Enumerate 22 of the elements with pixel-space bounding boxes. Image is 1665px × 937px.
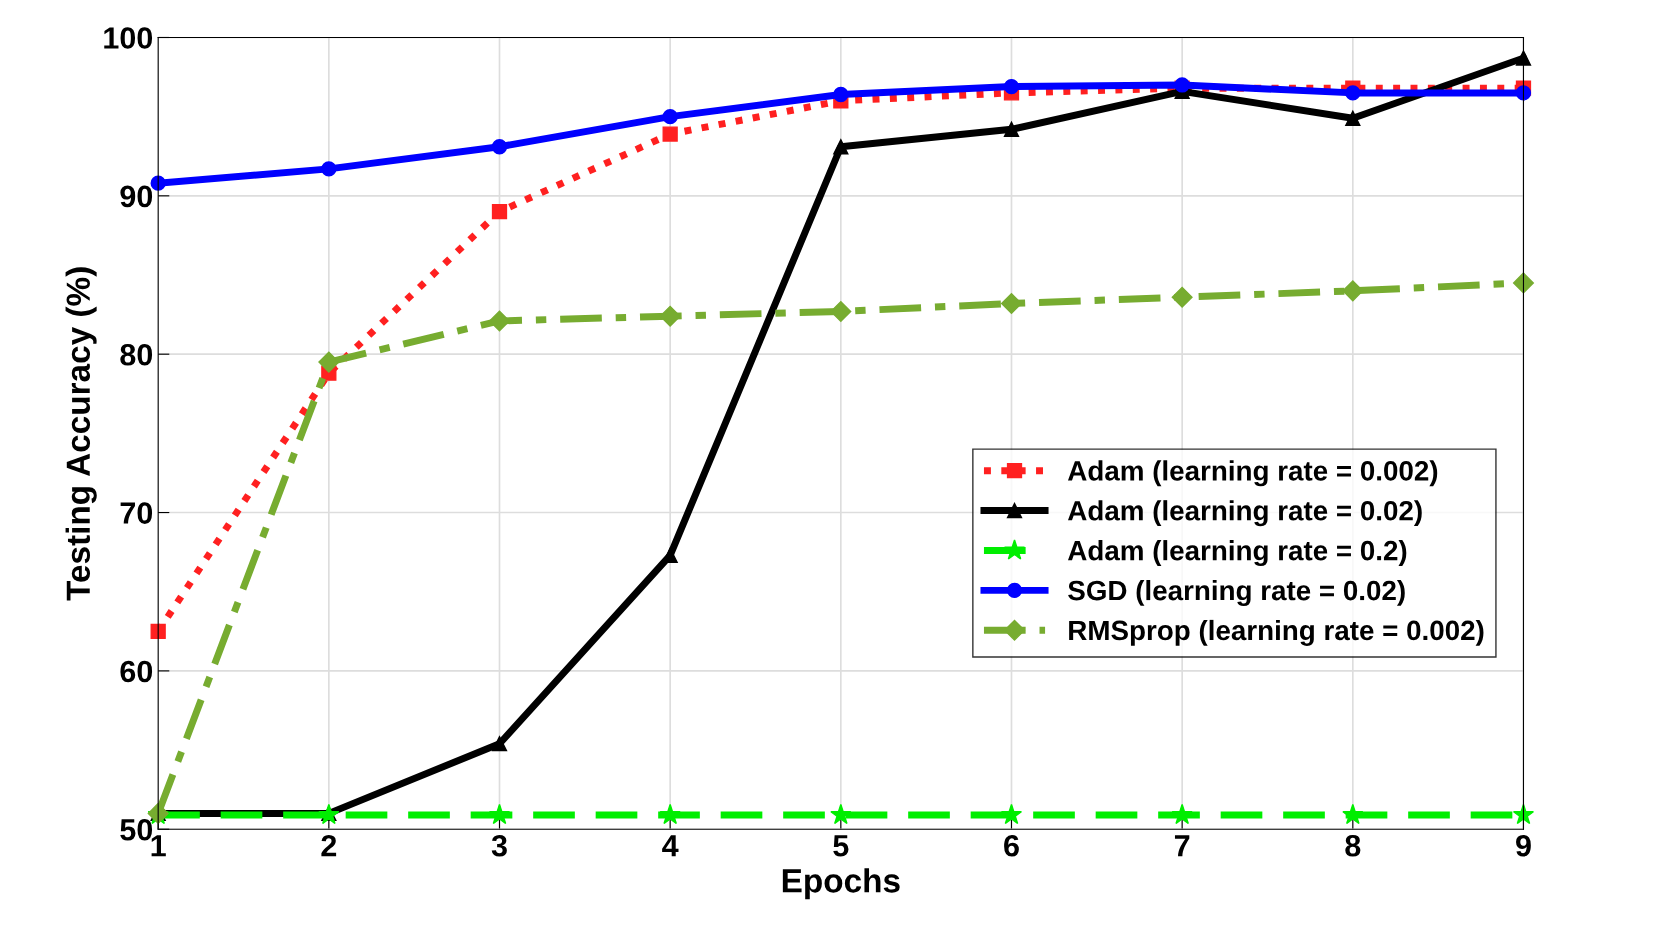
x-tick-label: 9	[1516, 834, 1531, 857]
x-tick-label: 4	[662, 835, 679, 857]
x-tick-label: 6	[1004, 834, 1019, 857]
x-tick-label: 1	[151, 835, 166, 857]
y-tick-label: 70	[120, 502, 153, 524]
y-tick-label: 80	[120, 343, 153, 366]
x-tick-label: 3	[491, 834, 507, 857]
legend-label: Adam (learning rate = 0.002)	[1067, 460, 1438, 487]
y-tick-label: 60	[120, 660, 153, 683]
legend-label: SGD (learning rate = 0.02)	[1068, 579, 1405, 606]
y-tick-label: 90	[120, 185, 153, 208]
y-axis-title: Testing Accuracy (%)	[65, 267, 97, 601]
x-tick-label: 2	[321, 834, 337, 857]
x-tick-label: 7	[1174, 835, 1190, 857]
y-tick-label: 50	[120, 818, 153, 841]
legend-label: RMSprop (learning rate = 0.002)	[1069, 619, 1484, 646]
legend-label: Adam (learning rate = 0.02)	[1067, 500, 1422, 527]
x-tick-label: 5	[833, 835, 849, 857]
x-axis-title: Epochs	[782, 868, 900, 900]
x-tick-label: 8	[1345, 834, 1361, 857]
y-tick-label: 100	[104, 27, 153, 49]
legend-label: Adam (learning rate = 0.2)	[1067, 540, 1407, 567]
